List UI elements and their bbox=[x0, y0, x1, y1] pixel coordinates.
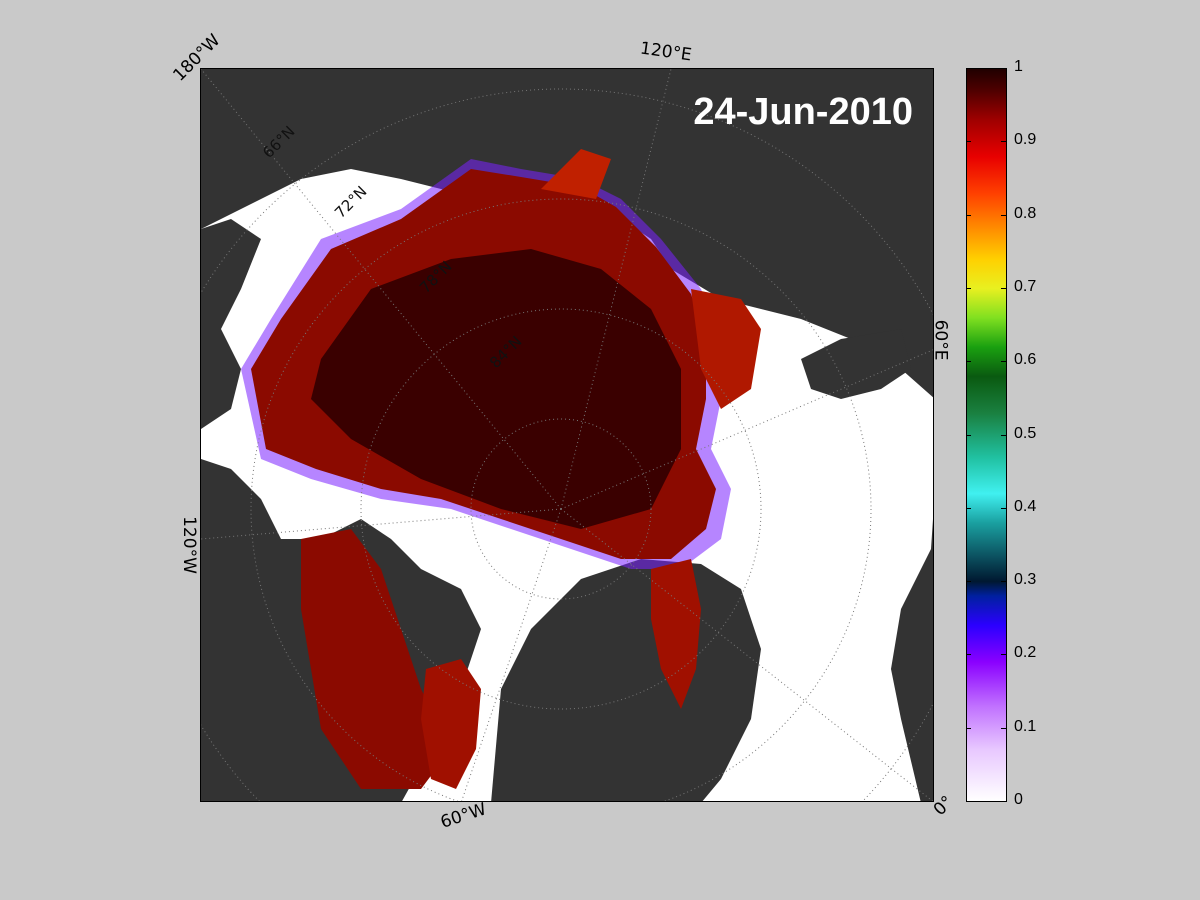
colorbar-tick-mark bbox=[1001, 434, 1006, 436]
colorbar-tick-mark bbox=[966, 214, 971, 216]
lon-60w: 60°W bbox=[438, 799, 489, 833]
colorbar-tick-mark bbox=[1001, 141, 1006, 143]
colorbar-tick-label: 0.1 bbox=[1014, 717, 1037, 735]
colorbar-tick-mark bbox=[1001, 727, 1006, 729]
colorbar-tick-label: 0.9 bbox=[1014, 131, 1037, 149]
colorbar-tick-mark bbox=[966, 141, 971, 143]
colorbar-tick-mark bbox=[966, 434, 971, 436]
colorbar bbox=[966, 68, 1007, 802]
colorbar-tick-mark bbox=[1001, 214, 1006, 216]
land-novaya-zemlya bbox=[801, 329, 911, 399]
sea-ice-map: 66°N 72°N 78°N 84°N 24-Jun-2010 bbox=[200, 68, 934, 802]
colorbar-tick-mark bbox=[1001, 507, 1006, 509]
colorbar-tick-label: 0.5 bbox=[1014, 424, 1037, 442]
colorbar-tick-mark bbox=[966, 654, 971, 656]
lon-60e: 60°E bbox=[930, 319, 951, 361]
colorbar-tick-label: 0 bbox=[1014, 791, 1023, 808]
colorbar-tick-mark bbox=[966, 727, 971, 729]
colorbar-tick-mark bbox=[1001, 801, 1006, 802]
land-russia bbox=[201, 69, 933, 398]
colorbar-tick-label: 1 bbox=[1014, 58, 1023, 75]
sea-ice-caa bbox=[301, 529, 451, 789]
colorbar-tick-label: 0.3 bbox=[1014, 571, 1037, 589]
sea-ice-baffin bbox=[421, 659, 481, 789]
colorbar-tick-mark bbox=[966, 361, 971, 363]
sea-ice-core bbox=[311, 249, 681, 529]
colorbar-tick-mark bbox=[966, 581, 971, 583]
colorbar-tick-label: 0.8 bbox=[1014, 204, 1037, 222]
sea-ice-greenland-sea bbox=[651, 559, 701, 709]
sea-ice-laptev-edge bbox=[541, 149, 611, 199]
date-label: 24-Jun-2010 bbox=[693, 91, 913, 133]
land-scandinavia bbox=[891, 519, 933, 801]
colorbar-tick-mark bbox=[1001, 581, 1006, 583]
map-canvas: 66°N 72°N 78°N 84°N bbox=[201, 69, 933, 801]
colorbar-tick-label: 0.2 bbox=[1014, 644, 1037, 662]
colorbar-tick-mark bbox=[1001, 361, 1006, 363]
colorbar-tick-mark bbox=[1001, 68, 1006, 69]
colorbar-tick-mark bbox=[966, 801, 971, 802]
colorbar-tick-mark bbox=[966, 287, 971, 289]
colorbar-tick-mark bbox=[966, 507, 971, 509]
colorbar-tick-mark bbox=[1001, 654, 1006, 656]
lon-120e: 120°E bbox=[638, 38, 693, 66]
colorbar-tick-label: 0.6 bbox=[1014, 351, 1037, 369]
sea-ice-kara bbox=[691, 289, 761, 409]
graticule bbox=[201, 69, 933, 801]
colorbar-tick-label: 0.7 bbox=[1014, 277, 1037, 295]
colorbar-tick-mark bbox=[1001, 287, 1006, 289]
colorbar-tick-mark bbox=[966, 68, 971, 69]
lon-120w: 120°W bbox=[178, 516, 199, 574]
land-alaska bbox=[201, 219, 261, 429]
colorbar-tick-label: 0.4 bbox=[1014, 497, 1037, 515]
